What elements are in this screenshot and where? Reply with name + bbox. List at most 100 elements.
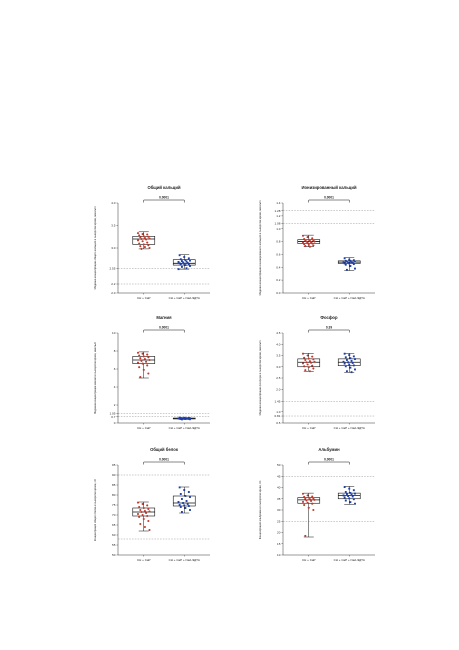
p-value: 0.0001 bbox=[159, 457, 169, 461]
data-point bbox=[183, 417, 186, 420]
y-tick-label: 25 bbox=[277, 519, 281, 523]
y-tick-label: 30 bbox=[277, 508, 281, 512]
data-point bbox=[182, 261, 185, 264]
data-point bbox=[352, 364, 355, 367]
significance-bracket bbox=[308, 199, 350, 203]
x-tick-label: СН + CaP + Na2-ЭДТА bbox=[169, 296, 200, 300]
data-point bbox=[182, 417, 185, 420]
data-point bbox=[306, 363, 309, 366]
data-point bbox=[147, 244, 150, 247]
data-point bbox=[344, 365, 347, 368]
data-point bbox=[184, 418, 187, 420]
y-tick-label: 45 bbox=[277, 474, 281, 478]
data-point bbox=[351, 261, 354, 264]
data-point bbox=[178, 254, 181, 257]
data-point bbox=[147, 519, 150, 523]
chart-title: Общий белок bbox=[150, 447, 179, 452]
data-point bbox=[143, 509, 146, 513]
data-point bbox=[136, 232, 140, 235]
chart-title: Альбумин bbox=[318, 447, 340, 452]
data-point bbox=[138, 234, 141, 237]
chart-panel-5: Общий белок Концентрация общего белка в с… bbox=[93, 447, 210, 562]
data-point bbox=[141, 513, 144, 517]
y-tick-label: 2.55 bbox=[110, 266, 116, 270]
y-tick-label: 0.2 bbox=[276, 278, 281, 282]
data-point bbox=[183, 504, 186, 507]
data-point bbox=[136, 501, 140, 504]
data-point bbox=[139, 357, 142, 360]
y-tick-label: 40 bbox=[277, 486, 281, 490]
data-point bbox=[142, 235, 145, 238]
data-point bbox=[189, 509, 191, 511]
data-point bbox=[139, 236, 142, 239]
data-point bbox=[306, 494, 309, 497]
data-point bbox=[343, 496, 346, 499]
y-axis-label: Медиана концентрации общего кальция в сы… bbox=[93, 206, 97, 289]
data-point bbox=[136, 361, 140, 364]
p-value: 0.0001 bbox=[324, 457, 334, 461]
data-point bbox=[141, 233, 144, 236]
data-point bbox=[303, 365, 306, 368]
data-point bbox=[301, 234, 305, 237]
data-point bbox=[343, 257, 346, 260]
y-tick-label: 1.4 bbox=[276, 201, 281, 205]
y-tick-label: 50 bbox=[277, 463, 281, 467]
y-tick-label: 2.0 bbox=[111, 291, 116, 295]
data-point bbox=[352, 489, 355, 492]
data-point bbox=[180, 417, 183, 420]
y-tick-label: 2 bbox=[114, 403, 116, 407]
data-point bbox=[350, 261, 353, 264]
data-point bbox=[136, 239, 140, 242]
data-point bbox=[311, 237, 314, 240]
data-point bbox=[189, 496, 191, 498]
data-point bbox=[349, 366, 352, 369]
x-tick-label: СН + CaP bbox=[137, 558, 151, 562]
data-point bbox=[182, 502, 185, 504]
significance-bracket bbox=[308, 329, 350, 333]
box-iqr bbox=[172, 259, 196, 266]
data-point bbox=[304, 497, 307, 500]
significance-bracket bbox=[143, 461, 185, 465]
data-point bbox=[143, 358, 146, 361]
data-point bbox=[143, 525, 146, 529]
data-point bbox=[145, 511, 148, 515]
data-point bbox=[183, 262, 186, 265]
data-point bbox=[348, 497, 351, 500]
y-tick-label: 1.05 bbox=[110, 412, 116, 416]
data-point bbox=[310, 361, 313, 364]
y-tick-label: 1.28 bbox=[275, 209, 281, 213]
data-point bbox=[141, 502, 144, 506]
data-point bbox=[138, 505, 141, 509]
y-axis-label: Медиана концентрации фосфора в сыворотке… bbox=[258, 340, 262, 415]
data-point bbox=[187, 491, 190, 493]
data-point bbox=[185, 417, 188, 420]
data-point bbox=[352, 259, 355, 262]
y-tick-label: 0.6 bbox=[276, 253, 281, 257]
y-axis-label: Медиана концентрации магния в сыворотке … bbox=[93, 342, 97, 415]
data-point bbox=[351, 495, 354, 498]
data-point bbox=[147, 372, 150, 375]
chart-title: Общий кальций bbox=[147, 185, 180, 190]
data-point bbox=[354, 260, 356, 263]
data-point bbox=[354, 267, 356, 270]
data-point bbox=[142, 368, 145, 371]
data-point bbox=[185, 260, 188, 263]
data-point bbox=[189, 265, 191, 267]
data-point bbox=[313, 240, 316, 243]
data-point bbox=[312, 497, 315, 500]
data-point bbox=[183, 489, 186, 491]
data-point bbox=[187, 505, 190, 507]
p-value: 0.0001 bbox=[324, 195, 334, 199]
y-tick-label: 0.7 bbox=[111, 415, 116, 419]
y-tick-label: 8 bbox=[114, 349, 116, 353]
data-point bbox=[136, 512, 140, 516]
y-tick-label: 90 bbox=[112, 473, 116, 477]
data-point bbox=[310, 499, 313, 503]
y-tick-label: 0.4 bbox=[276, 265, 281, 269]
y-tick-label: 0.0 bbox=[276, 291, 281, 295]
x-tick-label: СН + CaP bbox=[302, 296, 316, 300]
box-iqr bbox=[132, 236, 156, 245]
data-point bbox=[177, 417, 180, 420]
data-point bbox=[343, 262, 346, 265]
data-point bbox=[311, 242, 314, 245]
